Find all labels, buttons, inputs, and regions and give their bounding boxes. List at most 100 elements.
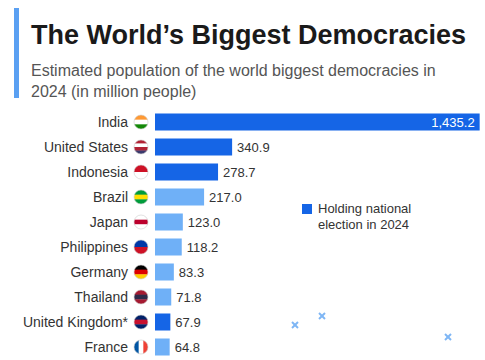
- flag-stripe: [139, 340, 144, 354]
- flag-stripe: [134, 240, 148, 247]
- subtitle: Estimated population of the world bigges…: [31, 62, 436, 100]
- flag-border: [134, 165, 148, 179]
- flag-icon: [134, 240, 148, 254]
- flag-border: [134, 140, 148, 154]
- flag-stripe: [134, 247, 148, 254]
- legend-swatch: [302, 204, 312, 214]
- flag-stripe: [134, 315, 148, 320]
- flag-stripe: [134, 144, 148, 148]
- flag-stripe: [134, 172, 148, 179]
- flag-stripe: [134, 220, 148, 225]
- legend-label: Holding nationalelection in 2024: [318, 201, 411, 232]
- flag-border: [134, 290, 148, 304]
- chart-root: The World’s Biggest Democracies Estimated…: [0, 0, 485, 360]
- category-label: United Kingdom*: [23, 314, 129, 330]
- flag-stripe: [134, 120, 148, 125]
- bar: [155, 264, 174, 281]
- data-label: 123.0: [188, 215, 221, 230]
- flag-fill: [134, 215, 148, 229]
- text-line: 2024 (in million people): [31, 83, 196, 100]
- flag-border: [134, 315, 148, 329]
- flag-stripe: [134, 290, 148, 295]
- category-label: Germany: [70, 264, 128, 280]
- flag-border: [134, 115, 148, 129]
- title: The World’s Biggest Democracies: [31, 20, 466, 50]
- category-label: Japan: [90, 214, 128, 230]
- data-label: 340.9: [237, 140, 270, 155]
- flag-fill: [134, 340, 148, 354]
- flag-icon: [134, 215, 148, 229]
- flag-stripe: [134, 115, 148, 120]
- flag-stripe: [134, 190, 148, 195]
- flag-icon: [134, 140, 148, 154]
- flag-icon: [134, 165, 148, 179]
- flag-border: [134, 240, 148, 254]
- flag-fill: [134, 190, 148, 204]
- category-label: Thailand: [74, 289, 128, 305]
- data-label: 64.8: [175, 340, 200, 355]
- flag-stripe: [134, 340, 139, 354]
- flag-stripe: [134, 147, 148, 151]
- data-label: 67.9: [175, 315, 200, 330]
- bar: [155, 189, 204, 206]
- category-label: United States: [44, 139, 128, 155]
- category-label: Brazil: [93, 189, 128, 205]
- flag-icon: [134, 115, 148, 129]
- deco-cross: [445, 334, 451, 340]
- flag-stripe: [134, 215, 148, 220]
- data-label: 217.0: [209, 190, 242, 205]
- data-label: 1,435.2: [431, 115, 474, 130]
- accent-bar: [14, 8, 19, 98]
- flag-border: [134, 215, 148, 229]
- flag-stripe: [134, 265, 148, 270]
- flag-fill: [134, 115, 148, 129]
- flag-icon: [134, 340, 148, 354]
- deco-cross: [319, 313, 325, 319]
- flag-stripe: [134, 165, 148, 172]
- deco-cross: [445, 334, 451, 340]
- bar: [155, 314, 170, 331]
- flag-icon: [134, 190, 148, 204]
- legend: Holding nationalelection in 2024: [302, 201, 411, 232]
- flag-fill: [134, 315, 148, 329]
- flag-stripe: [134, 270, 148, 275]
- flag-fill: [134, 290, 148, 304]
- bars: [155, 114, 480, 356]
- flag-icon: [134, 290, 148, 304]
- bar: [155, 164, 218, 181]
- flag-stripe: [134, 320, 148, 325]
- bar: [155, 339, 170, 356]
- flag-fill: [134, 240, 148, 254]
- flag-icon: [134, 265, 148, 279]
- text-line: election in 2024: [318, 217, 409, 232]
- flag-border: [134, 190, 148, 204]
- flag-fill: [134, 265, 148, 279]
- bar: [155, 214, 183, 231]
- flag-fill: [134, 165, 148, 179]
- text-line: Estimated population of the world bigges…: [31, 62, 436, 79]
- flag-stripe: [134, 295, 148, 300]
- bar: [155, 114, 480, 131]
- deco-cross: [292, 322, 298, 328]
- bar: [155, 289, 171, 306]
- category-label: France: [84, 339, 128, 355]
- data-label: 71.8: [176, 290, 201, 305]
- flag-icon: [134, 315, 148, 329]
- flag-border: [134, 265, 148, 279]
- category-label: Philippines: [60, 239, 128, 255]
- category-label: Indonesia: [67, 164, 128, 180]
- bar: [155, 239, 182, 256]
- data-label: 83.3: [179, 265, 204, 280]
- category-label: India: [98, 114, 129, 130]
- decoration: [292, 313, 451, 340]
- flag-stripe: [134, 195, 148, 200]
- deco-cross: [292, 322, 298, 328]
- text-line: Holding national: [318, 201, 411, 216]
- flag-border: [134, 340, 148, 354]
- bar: [155, 139, 232, 156]
- flag-fill: [134, 140, 148, 154]
- deco-cross: [319, 313, 325, 319]
- data-label: 278.7: [223, 165, 256, 180]
- labels: India 1,435.2 United States 340.9 Indonesia 2…: [23, 114, 475, 355]
- data-label: 118.2: [187, 240, 219, 255]
